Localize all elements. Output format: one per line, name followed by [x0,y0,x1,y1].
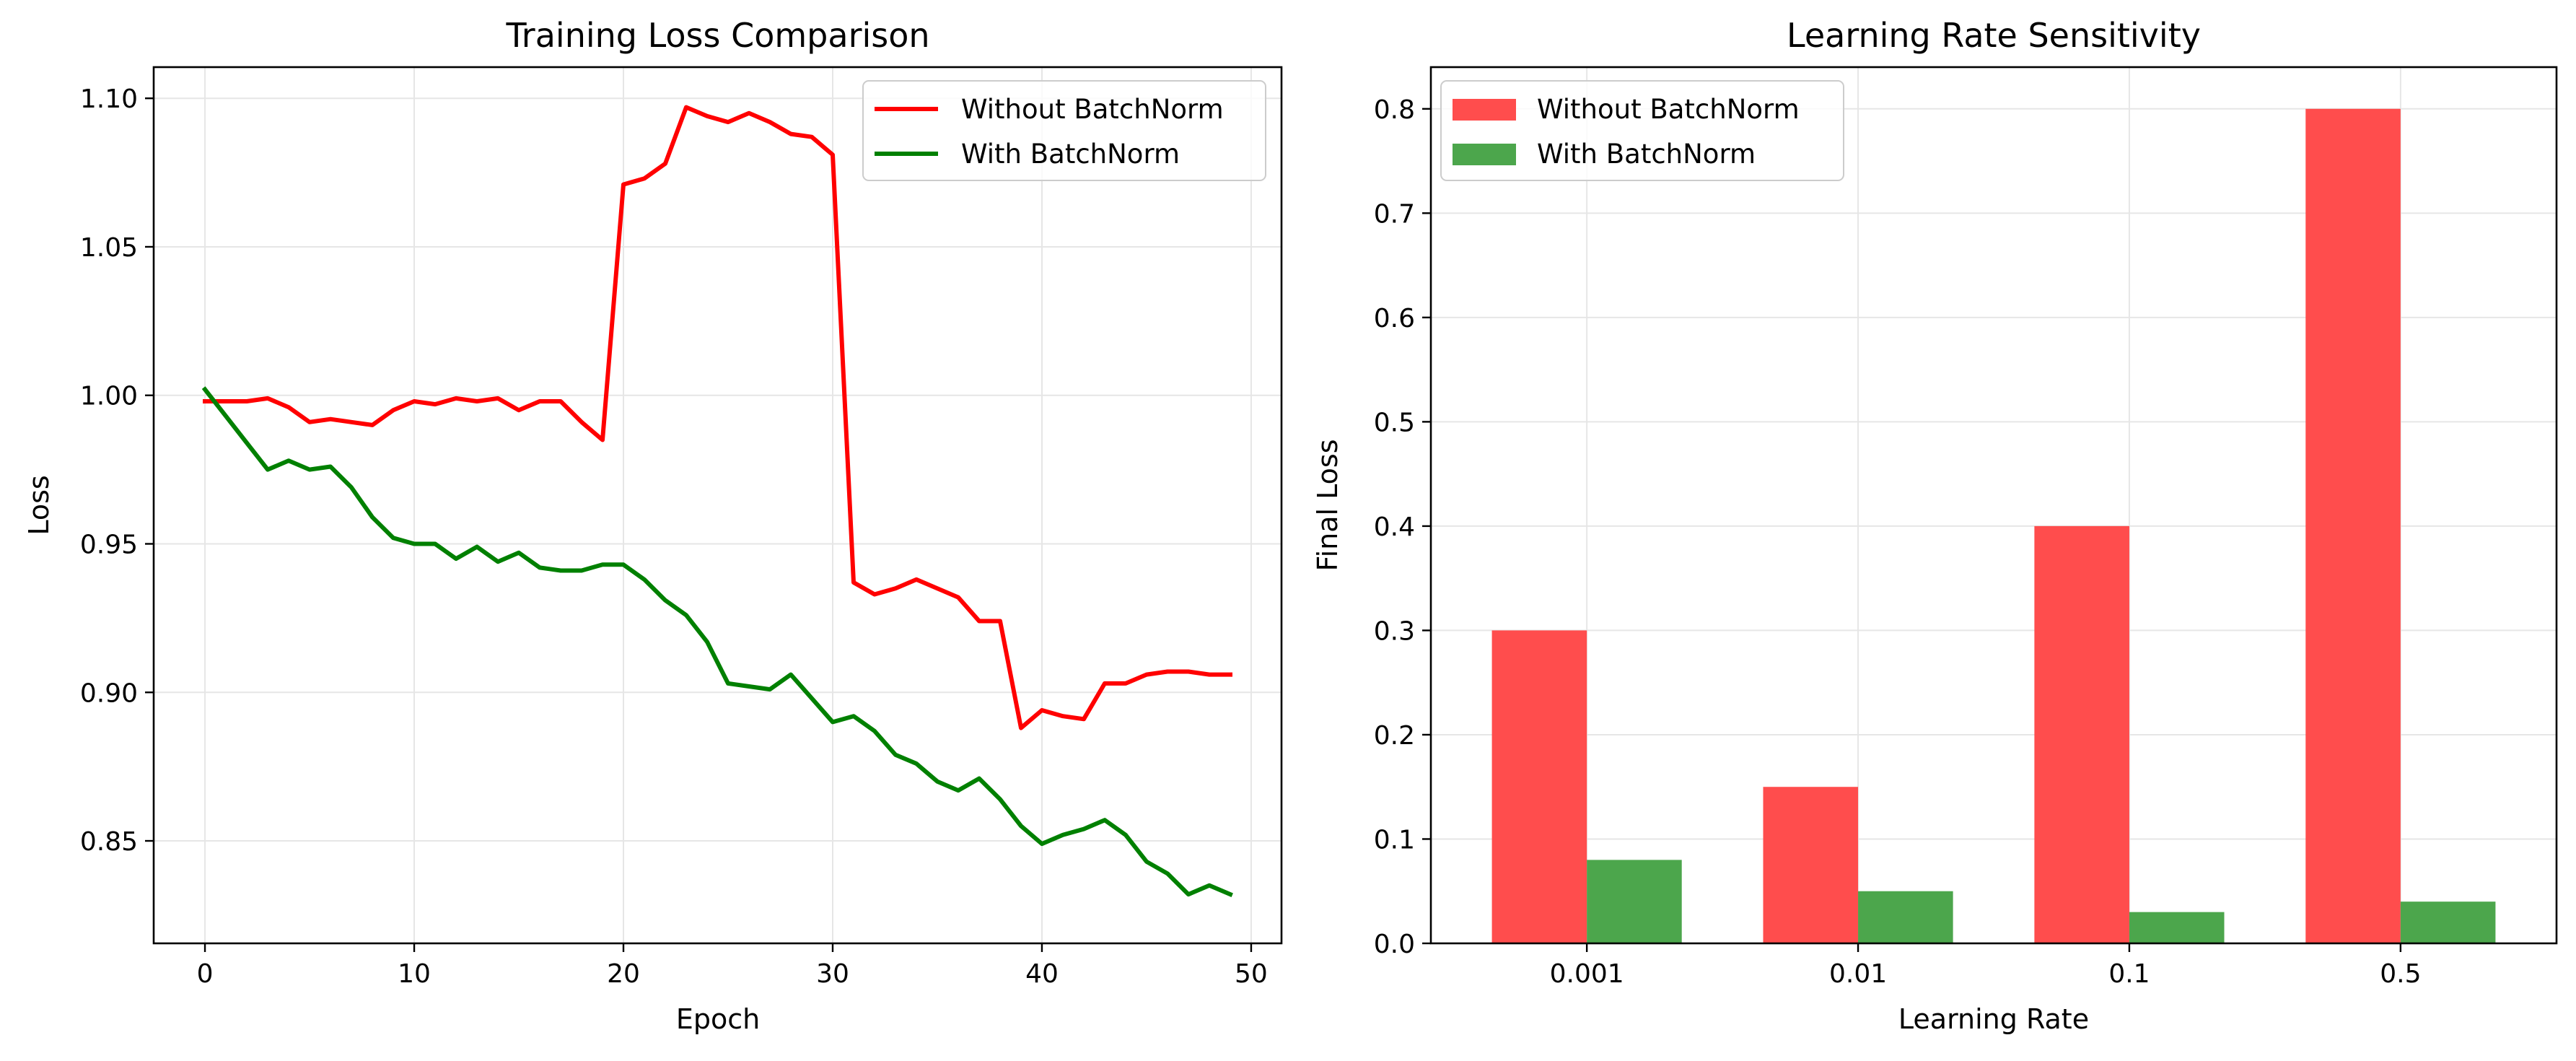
lr-sensitivity-plot-frame [1429,66,2558,945]
series-line-without-batchnorm [203,105,1232,730]
training-loss-x-axis-label: Epoch [676,1003,760,1035]
lr-sensitivity-x-ticks: 0.001 0.01 0.1 0.5 [1550,943,2421,989]
y-tick-label: 0.0 [1374,930,1415,959]
training-loss-plot-frame [152,66,1283,945]
lr-sensitivity-y-ticks: 0.0 0.1 0.2 0.3 0.4 0.5 0.6 0.7 0.8 [1374,95,1431,959]
lr-sensitivity-chart: Learning Rate Sensitivity 0.001 0.01 0.1 0.… [1312,16,2558,1035]
training-loss-legend-box [862,80,1266,181]
training-loss-chart: Training Loss Comparison 0 10 20 30 40 50 0.8… [23,16,1283,1035]
x-tick-label: 0.5 [2380,959,2421,989]
training-loss-grid [154,67,1282,943]
lr-sensitivity-legend: Without BatchNorm With BatchNorm [1440,80,1844,181]
x-tick-label: 10 [398,959,431,989]
y-tick-label: 0.3 [1374,616,1415,646]
x-tick-label: 30 [816,959,849,989]
y-tick-label: 0.1 [1374,825,1415,855]
lr-sensitivity-legend-box [1440,80,1844,181]
y-tick-label: 0.7 [1374,199,1415,229]
training-loss-title: Training Loss Comparison [505,16,929,55]
bar-with-batchnorm-0_001 [1587,860,1682,943]
y-tick-label: 0.2 [1374,721,1415,751]
y-tick-label: 0.90 [80,678,138,708]
x-tick-label: 0.1 [2108,959,2150,989]
series-line-with-batchnorm [201,386,1233,898]
x-tick-label: 50 [1235,959,1268,989]
y-tick-label: 0.8 [1374,95,1415,125]
y-tick-label: 1.00 [80,382,138,411]
training-loss-x-ticks: 0 10 20 30 40 50 [197,943,1268,989]
bar-without-batchnorm-0_1 [2034,525,2129,943]
lr-sensitivity-bars [1491,108,2496,943]
lr-sensitivity-legend-label-with: With BatchNorm [1537,139,1756,170]
training-loss-legend-label-with: With BatchNorm [961,139,1180,170]
x-tick-label: 0 [197,959,214,989]
y-tick-label: 1.05 [80,233,138,263]
training-loss-legend: Without BatchNorm With BatchNorm [862,80,1266,181]
bar-with-batchnorm-0_01 [1858,891,1953,943]
y-tick-label: 0.5 [1374,408,1415,437]
x-tick-label: 0.01 [1829,959,1887,989]
x-tick-label: 20 [607,959,640,989]
training-loss-legend-label-without: Without BatchNorm [961,94,1224,125]
y-tick-label: 0.4 [1374,512,1415,542]
bar-with-batchnorm-0_5 [2400,901,2496,943]
lr-sensitivity-legend-swatch-without [1453,99,1516,121]
y-tick-label: 0.6 [1374,304,1415,333]
bar-without-batchnorm-0_5 [2305,108,2401,943]
bar-with-batchnorm-0_1 [2129,912,2225,943]
lr-sensitivity-y-axis-label: Final Loss [1312,439,1344,571]
y-tick-label: 0.95 [80,530,138,559]
lr-sensitivity-x-axis-label: Learning Rate [1898,1003,2089,1035]
y-tick-label: 0.85 [80,827,138,857]
bar-without-batchnorm-0_001 [1491,630,1587,943]
x-tick-label: 0.001 [1550,959,1624,989]
training-loss-lines [201,105,1233,898]
x-tick-label: 40 [1025,959,1059,989]
y-tick-label: 1.10 [80,84,138,114]
training-loss-y-ticks: 0.85 0.90 0.95 1.00 1.05 1.10 [80,84,154,857]
bar-without-batchnorm-0_01 [1763,787,1859,943]
training-loss-y-axis-label: Loss [23,475,55,535]
lr-sensitivity-title: Learning Rate Sensitivity [1787,16,2201,55]
lr-sensitivity-legend-label-without: Without BatchNorm [1537,94,1800,125]
lr-sensitivity-legend-swatch-with [1453,144,1516,165]
